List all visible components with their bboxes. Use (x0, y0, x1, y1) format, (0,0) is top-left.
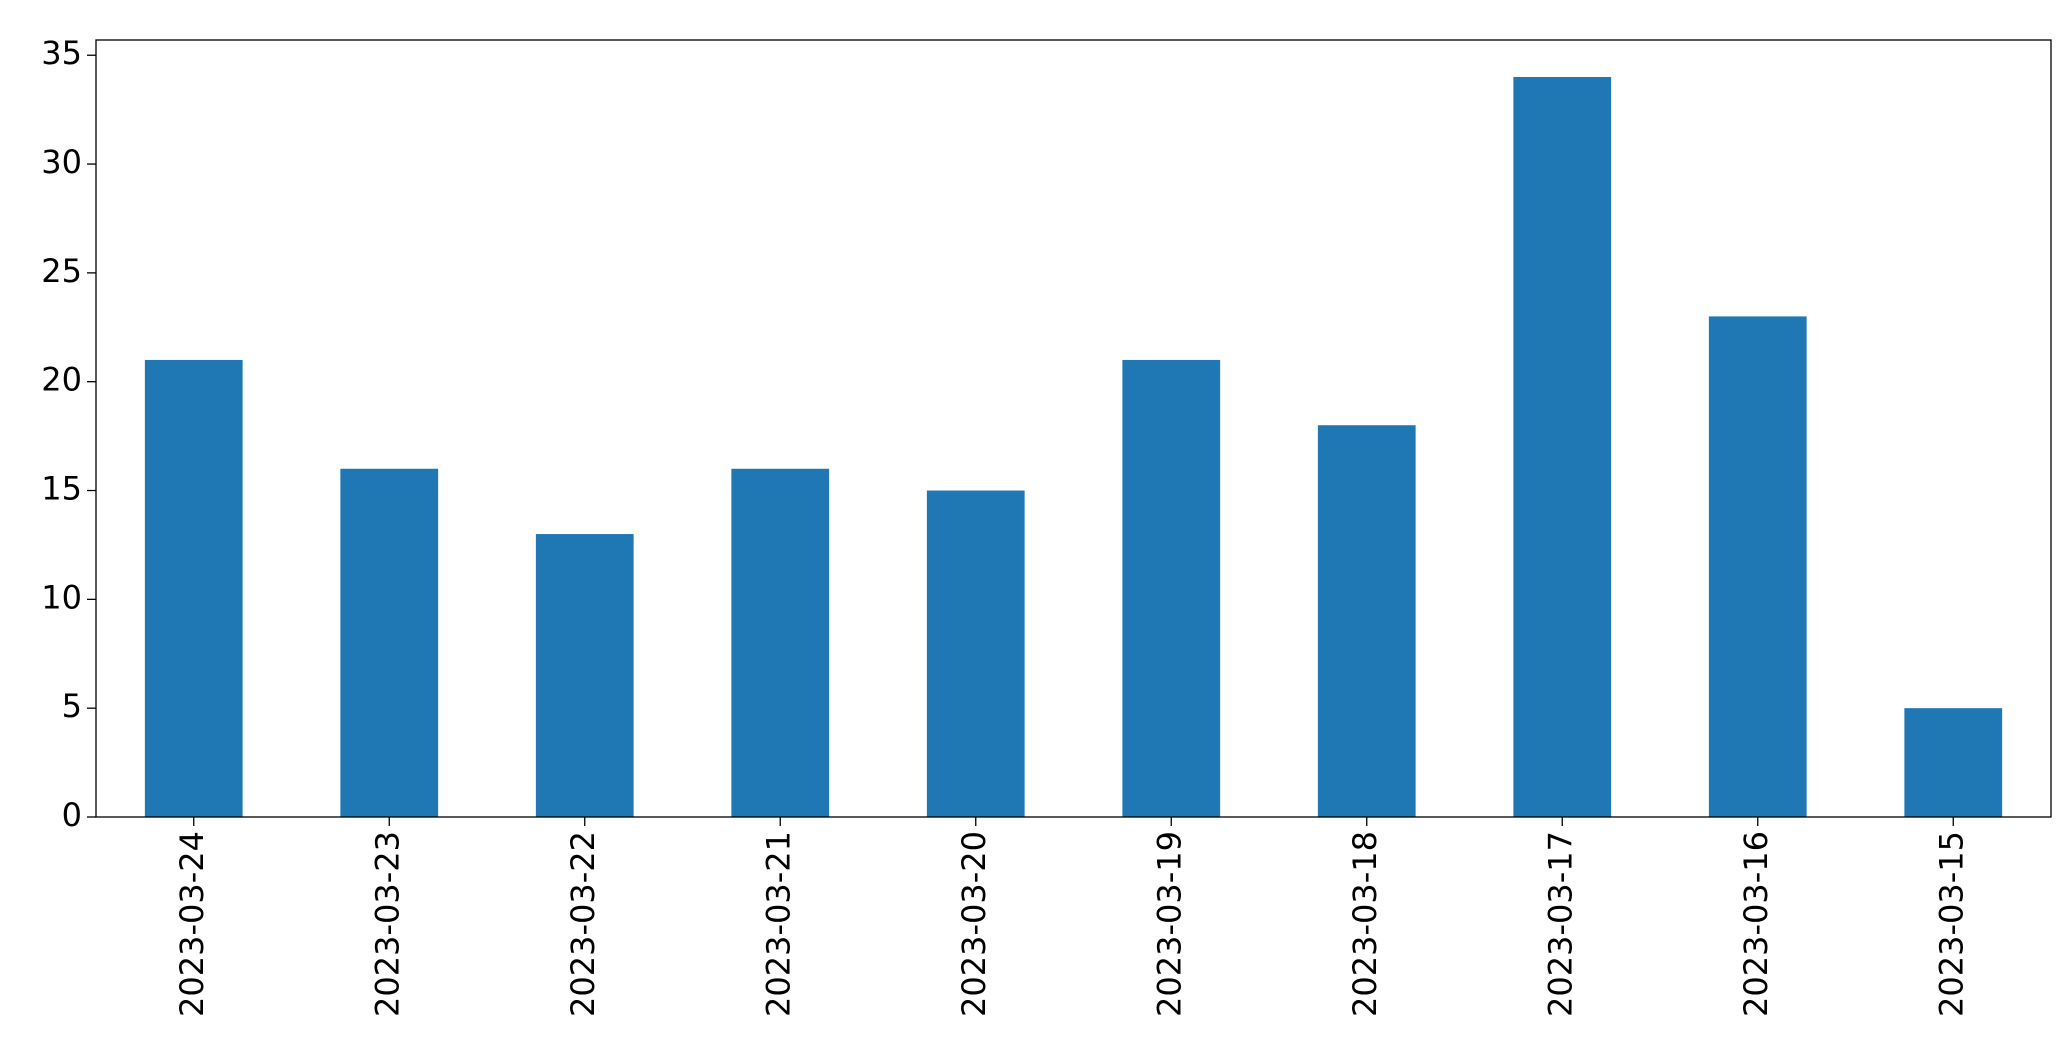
plot-frame (95, 39, 2052, 818)
x-tick-label: 2023-03-20 (955, 831, 993, 1017)
x-tick-label: 2023-03-21 (759, 831, 797, 1017)
x-tick-label: 2023-03-15 (1932, 831, 1970, 1017)
bar (340, 468, 439, 817)
bar (731, 468, 830, 817)
x-tick-label: 2023-03-24 (173, 831, 211, 1017)
x-tick-label: 2023-03-23 (368, 831, 406, 1017)
y-tick-label: 10 (41, 578, 82, 616)
y-tick-label: 35 (41, 34, 82, 72)
x-tick-label: 2023-03-22 (564, 831, 602, 1017)
y-tick-label: 20 (41, 361, 82, 399)
bar (1317, 425, 1416, 817)
x-tick-label: 2023-03-18 (1346, 831, 1384, 1017)
bar (535, 534, 634, 817)
y-tick-label: 0 (62, 796, 82, 834)
x-tick-label: 2023-03-16 (1737, 831, 1775, 1017)
bar (1904, 708, 2003, 817)
bar (144, 359, 243, 817)
x-tick-label: 2023-03-19 (1150, 831, 1188, 1017)
y-tick-label: 5 (62, 687, 82, 725)
bar (1122, 359, 1221, 817)
x-tick-label: 2023-03-17 (1541, 831, 1579, 1017)
bar (926, 490, 1025, 817)
bar (1708, 316, 1807, 817)
bar (1513, 77, 1612, 817)
y-tick-label: 15 (41, 470, 82, 508)
y-tick-label: 30 (41, 143, 82, 181)
y-tick-label: 25 (41, 252, 82, 290)
